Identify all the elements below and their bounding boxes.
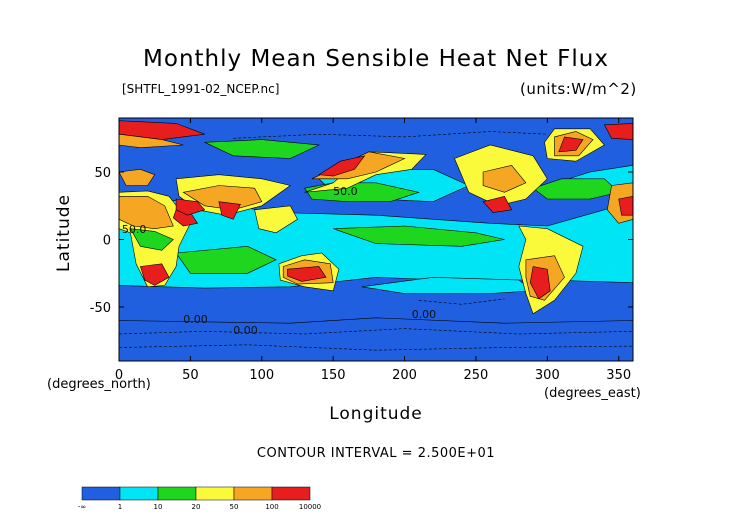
field-asia-orange [182, 185, 263, 211]
colorbar-segment [157, 486, 197, 501]
field-asia-red-india [218, 201, 241, 220]
x-tick-label: 350 [606, 368, 631, 383]
x-tick-label: 300 [535, 368, 560, 383]
y-tick-label: -50 [90, 301, 111, 316]
contour-label: 50.0 [333, 185, 358, 198]
colorbar-tick-label: 1 [118, 503, 122, 511]
contour-dashed-0 [119, 328, 633, 335]
colorbar-tick-label: 100 [265, 503, 278, 511]
colorbar-tick-label: -∞ [78, 503, 86, 511]
field-arctic-orange-west [119, 133, 184, 149]
contour-dashed-2 [233, 131, 548, 139]
y-tick-label: 50 [94, 166, 111, 181]
contour-label: 0.00 [233, 324, 258, 337]
x-tick-label: 150 [321, 368, 346, 383]
field-samerica-red [529, 266, 551, 300]
contour-interval: CONTOUR INTERVAL = 2.500E+01 [256, 446, 496, 461]
field-mexico-red [482, 195, 513, 213]
contour-dashed-3 [418, 298, 505, 305]
y-axis-units: (degrees_north) [47, 377, 151, 392]
x-tick-label: 0 [115, 368, 123, 383]
x-tick-label: 100 [249, 368, 274, 383]
y-axis-label: Latitude [54, 194, 74, 272]
colorbar-segment [233, 486, 273, 501]
colorbar-segment [271, 486, 311, 501]
field-arctic-red-west [119, 120, 205, 140]
chart-title: Monthly Mean Sensible Heat Net Flux [143, 46, 609, 72]
colorbar-segment [119, 486, 159, 501]
x-axis-label: Longitude [329, 404, 423, 424]
field-east-atlantic-red [618, 195, 633, 216]
field-europe-orange [119, 168, 156, 186]
field-green-siberia [204, 139, 321, 159]
field-asia-red-arabia [175, 198, 206, 216]
x-tick-label: 200 [392, 368, 417, 383]
field-australia-red [287, 266, 327, 282]
y-tick-label: 0 [103, 234, 111, 249]
colorbar-segment [195, 486, 235, 501]
field-namerica-orange [482, 164, 527, 193]
x-axis-units: (degrees_east) [544, 386, 641, 401]
field-arctic-red-east [603, 123, 633, 140]
x-tick-label: 50 [182, 368, 199, 383]
colorbar-tick-label: 10000 [299, 503, 321, 511]
field-africa-orange [119, 196, 174, 230]
contour-label: 50.0 [122, 223, 147, 236]
file-label: [SHTFL_1991-02_NCEP.nc] [122, 82, 280, 96]
colorbar-tick-label: 10 [154, 503, 163, 511]
field-se-asia-yellow [254, 205, 298, 234]
x-tick-label: 250 [464, 368, 489, 383]
field-green-indian [175, 245, 277, 274]
contour-label: 0.00 [183, 313, 208, 326]
contour-label: 0.00 [412, 308, 437, 321]
field-antarctic-dark [119, 317, 633, 361]
field-africa-green [129, 228, 174, 251]
units-label: (units:W/m^2) [520, 80, 637, 98]
field-east-asia-red [317, 155, 366, 177]
field-africa-red-south [140, 263, 170, 286]
colorbar-tick-label: 50 [230, 503, 239, 511]
colorbar-segment [81, 486, 121, 501]
contour-dashed-1 [119, 344, 633, 351]
field-green-equator-pacific [333, 225, 505, 247]
field-greenland-red [558, 136, 584, 153]
colorbar-tick-label: 20 [192, 503, 201, 511]
